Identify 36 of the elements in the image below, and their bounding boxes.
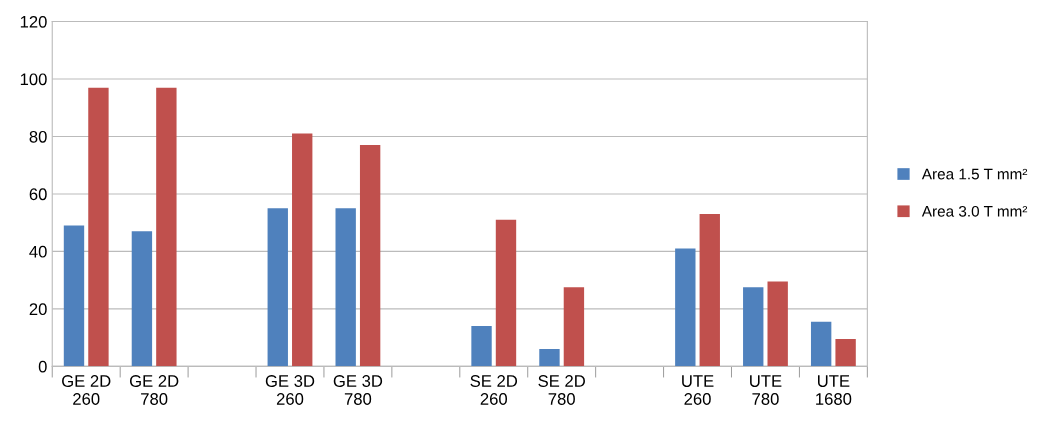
x-tick-label: SE 2D 260 xyxy=(470,375,518,405)
bar xyxy=(675,248,696,367)
bar xyxy=(563,287,585,367)
x-tick-label: GE 3D 260 xyxy=(265,375,315,405)
x-tick-label: GE 2D 780 xyxy=(129,375,179,405)
x-tick-label: GE 3D 780 xyxy=(333,375,383,405)
x-tick-label: SE 2D 780 xyxy=(538,375,585,405)
bar xyxy=(88,87,109,367)
y-tick-label: 80 xyxy=(29,130,47,143)
y-tick-label: 120 xyxy=(20,15,47,28)
y-tick-label: 40 xyxy=(29,245,47,258)
legend-label: Area 3.0 T mm² xyxy=(921,205,1028,217)
legend-label: Area 1.5 T mm² xyxy=(921,168,1028,180)
bar xyxy=(767,281,788,367)
bar xyxy=(359,145,381,367)
bar xyxy=(63,225,85,367)
y-tick-label: 0 xyxy=(38,360,47,373)
x-tick-label: GE 2D 260 xyxy=(62,375,111,405)
bar xyxy=(810,321,832,367)
bar xyxy=(495,219,517,367)
bar xyxy=(131,231,153,367)
bar xyxy=(743,287,764,367)
x-tick-label: UTE 260 xyxy=(682,375,714,405)
bar xyxy=(539,349,560,367)
bar xyxy=(699,214,720,367)
bar xyxy=(267,208,288,367)
bar xyxy=(835,339,856,367)
bar xyxy=(292,133,313,367)
y-tick-label: 60 xyxy=(29,188,47,201)
y-tick-label: 100 xyxy=(20,73,47,86)
x-tick-label: UTE 780 xyxy=(750,375,782,405)
bar xyxy=(471,326,492,367)
x-tick-label: UTE 1680 xyxy=(816,375,852,405)
bar xyxy=(335,208,356,367)
bar xyxy=(156,87,177,367)
y-tick-label: 20 xyxy=(29,303,47,316)
